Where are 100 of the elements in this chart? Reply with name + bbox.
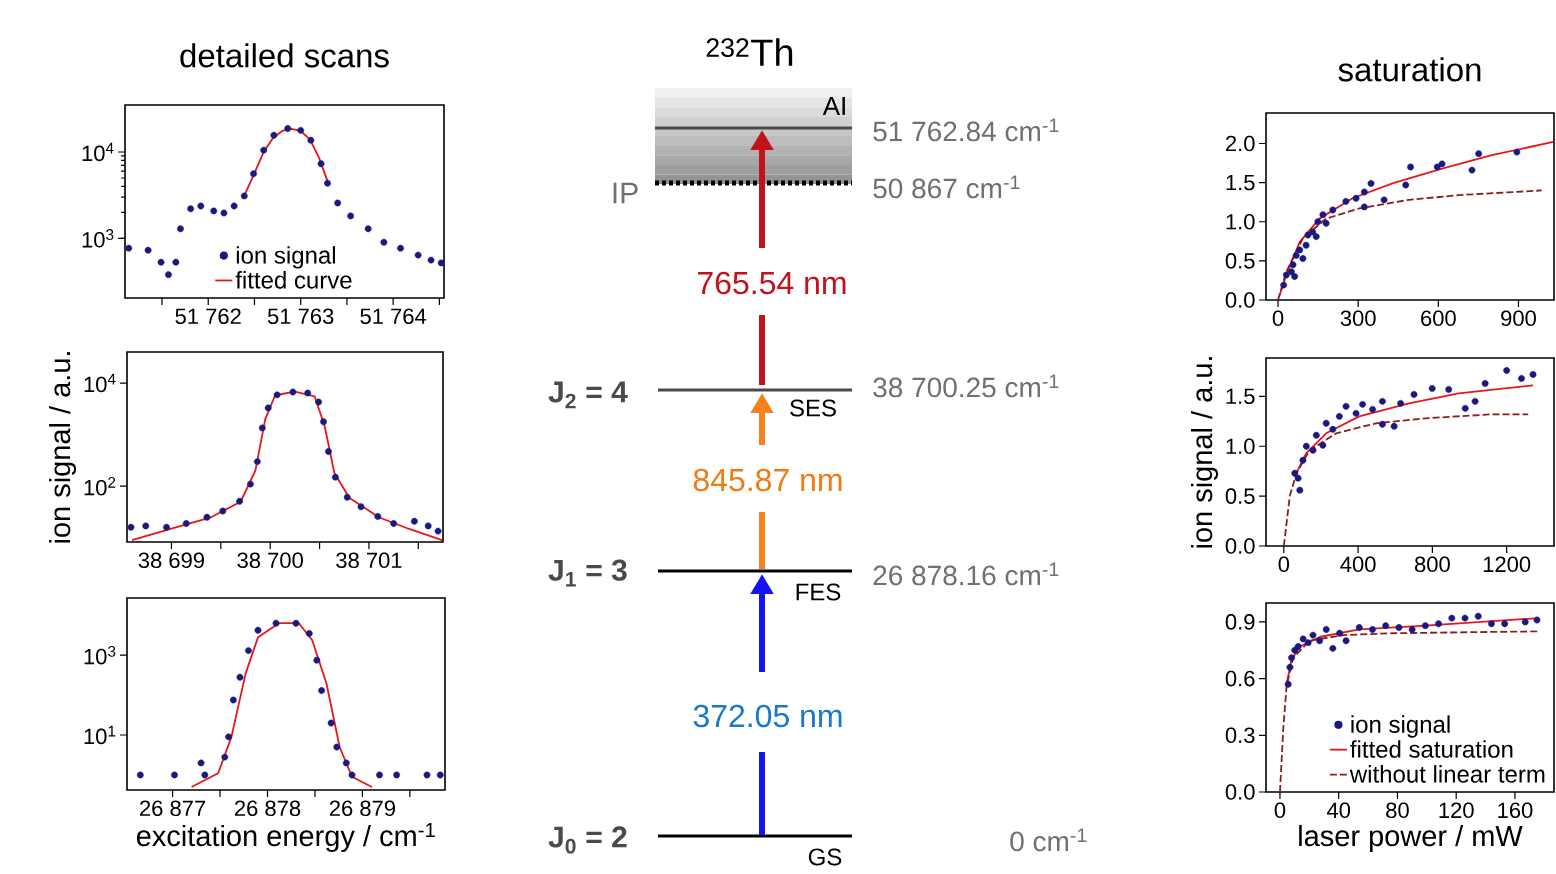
- point: [225, 733, 232, 741]
- point: [414, 251, 422, 259]
- point: [1367, 180, 1375, 187]
- x-tick-label: 160: [1498, 802, 1533, 819]
- point: [171, 771, 178, 779]
- point: [434, 527, 442, 535]
- point: [136, 771, 144, 779]
- point: [142, 522, 150, 530]
- point: [201, 771, 209, 779]
- legend-label: ion signal: [1351, 715, 1450, 738]
- point: [364, 225, 372, 233]
- point: [1302, 241, 1310, 249]
- point: [260, 146, 268, 154]
- point: [1292, 251, 1300, 259]
- point: [1319, 441, 1327, 449]
- x-tick-label: 400: [1340, 556, 1376, 573]
- point: [1309, 446, 1317, 454]
- point: [1421, 622, 1429, 630]
- point: [1471, 397, 1479, 405]
- point: [1296, 246, 1304, 254]
- x-tick-label: 51 764: [360, 308, 427, 325]
- point: [1280, 281, 1288, 289]
- x-tick-label: 1200: [1483, 556, 1531, 573]
- point: [1342, 198, 1350, 205]
- point: [1380, 196, 1388, 204]
- point: [163, 523, 170, 531]
- text: J$_{0}$ = 2: [548, 826, 627, 854]
- point: [343, 493, 351, 501]
- point: [1518, 375, 1525, 382]
- point: [1336, 629, 1343, 637]
- text: 845.87 nm: [693, 468, 842, 492]
- point: [284, 125, 292, 132]
- point: [247, 480, 254, 488]
- y-tick-label: 0.3: [1225, 727, 1255, 744]
- point: [1461, 404, 1469, 412]
- x-tick-label: 26 879: [329, 800, 395, 817]
- point: [172, 258, 180, 266]
- point: [348, 771, 356, 779]
- point: [1296, 486, 1304, 494]
- point: [1481, 380, 1489, 387]
- point: [219, 507, 227, 515]
- y-axis-title: ion signal / a.u.: [1190, 357, 1219, 548]
- text: IP: [613, 182, 638, 204]
- point: [1435, 620, 1442, 628]
- x-axis-title: excitation energy / cm$^{-1}$: [136, 822, 435, 852]
- point: [1309, 631, 1317, 639]
- point: [250, 170, 257, 178]
- point: [1322, 219, 1330, 227]
- point: [253, 458, 261, 466]
- point: [1299, 255, 1307, 262]
- point: [436, 771, 444, 779]
- point: [313, 656, 321, 664]
- x-tick-label: 0: [1274, 802, 1286, 819]
- point: [304, 389, 312, 397]
- y-tick-label: 10$^{1}$: [84, 725, 116, 745]
- text: 50 867 cm$^{-1}$: [873, 175, 1020, 199]
- point: [1335, 412, 1343, 420]
- point: [273, 391, 281, 399]
- x-tick-label: 600: [1421, 310, 1456, 327]
- line-series: [1277, 189, 1543, 300]
- point: [1329, 206, 1337, 214]
- point: [324, 179, 331, 187]
- y-tick-label: 0.0: [1225, 784, 1255, 800]
- x-tick-label: 38 701: [336, 552, 402, 569]
- point: [203, 513, 211, 521]
- point: [1319, 211, 1327, 219]
- y-tick-label: 0.0: [1225, 538, 1255, 554]
- text: 51 762.84 cm$^{-1}$: [873, 118, 1059, 142]
- x-tick-label: 900: [1501, 310, 1536, 327]
- y-tick-label: 0.0: [1225, 292, 1255, 308]
- y-tick-label: 0.9: [1225, 614, 1255, 630]
- point: [272, 619, 280, 627]
- text: $^{232}$Th: [706, 38, 793, 66]
- point: [1355, 624, 1363, 631]
- point: [1369, 405, 1376, 413]
- point: [1359, 400, 1366, 408]
- point: [182, 520, 190, 527]
- point: [197, 759, 205, 767]
- point: [1438, 160, 1446, 168]
- y-tick-label: 0.5: [1225, 488, 1255, 504]
- point: [380, 238, 388, 246]
- text: FES: [796, 583, 841, 601]
- text: J$_{2}$ = 4: [548, 381, 628, 409]
- point: [236, 497, 243, 505]
- line-series: [1282, 413, 1530, 546]
- text: 38 700.25 cm$^{-1}$: [873, 374, 1059, 398]
- point: [1289, 261, 1297, 269]
- point: [1360, 203, 1368, 211]
- point: [264, 404, 272, 412]
- point: [127, 523, 135, 531]
- point: [393, 771, 401, 779]
- point: [1382, 622, 1390, 630]
- y-tick-label: 10$^{4}$: [84, 373, 116, 393]
- point: [1322, 626, 1330, 633]
- point: [125, 244, 133, 252]
- point: [177, 225, 184, 233]
- y-tick-label: 1.0: [1226, 438, 1255, 455]
- point: [397, 244, 404, 252]
- point: [1488, 620, 1495, 628]
- point: [1302, 442, 1310, 450]
